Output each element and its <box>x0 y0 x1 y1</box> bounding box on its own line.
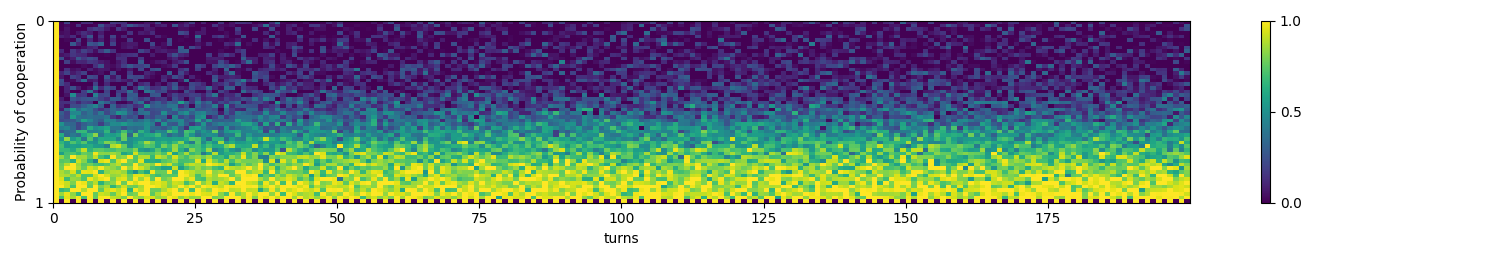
X-axis label: turns: turns <box>603 232 639 246</box>
Y-axis label: Probability of cooperation: Probability of cooperation <box>15 22 28 201</box>
